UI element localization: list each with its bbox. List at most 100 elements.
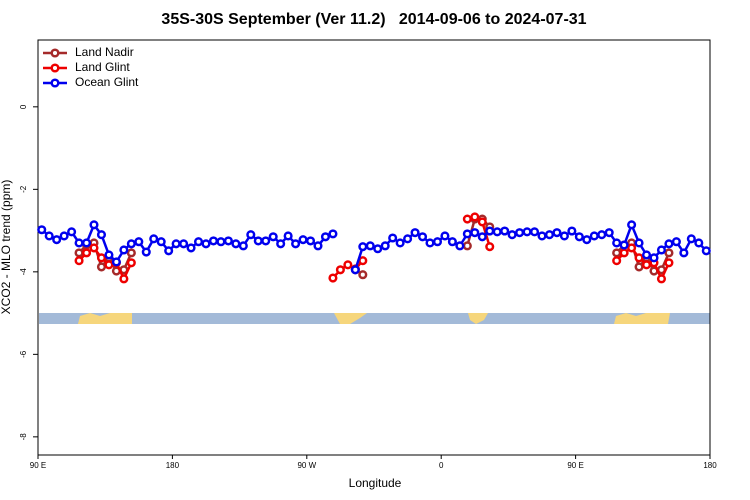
data-point bbox=[96, 230, 107, 240]
data-point bbox=[373, 244, 383, 254]
data-point bbox=[119, 274, 129, 284]
data-point bbox=[111, 257, 121, 267]
data-point bbox=[104, 250, 114, 260]
data-point bbox=[156, 237, 166, 247]
data-point bbox=[515, 228, 525, 238]
data-point bbox=[671, 237, 681, 247]
data-point bbox=[634, 253, 644, 263]
data-point bbox=[365, 241, 375, 251]
data-point bbox=[641, 260, 652, 270]
data-point bbox=[52, 235, 62, 245]
x-tick-label: 90 E bbox=[30, 461, 46, 470]
data-point bbox=[470, 212, 480, 222]
data-point bbox=[627, 220, 637, 230]
data-point bbox=[126, 239, 136, 249]
data-point bbox=[253, 236, 263, 246]
data-point bbox=[81, 248, 92, 258]
data-point bbox=[552, 228, 562, 238]
data-point bbox=[641, 250, 652, 260]
data-point bbox=[455, 241, 465, 251]
data-point bbox=[208, 236, 219, 246]
x-tick-label: 90 W bbox=[297, 461, 316, 470]
data-point bbox=[559, 231, 569, 241]
land-shape bbox=[614, 313, 670, 324]
data-point bbox=[574, 232, 584, 242]
data-point bbox=[283, 231, 293, 241]
data-point bbox=[417, 232, 428, 242]
data-point bbox=[238, 241, 248, 251]
data-point bbox=[612, 256, 622, 266]
data-point bbox=[59, 231, 69, 241]
legend-label: Land Nadir bbox=[75, 45, 134, 59]
legend-marker bbox=[50, 48, 60, 58]
data-point bbox=[74, 256, 84, 266]
x-tick-label: 180 bbox=[703, 461, 717, 470]
data-point bbox=[126, 248, 136, 258]
data-point bbox=[447, 237, 457, 247]
x-tick-label: 0 bbox=[439, 461, 444, 470]
data-point bbox=[313, 241, 323, 251]
data-point bbox=[186, 243, 196, 253]
y-axis-label: XCO2 - MLO trend (ppm) bbox=[0, 180, 13, 315]
chart-title: 35S-30S September (Ver 11.2) 2014-09-06 … bbox=[161, 11, 586, 28]
data-point bbox=[507, 230, 517, 240]
data-point bbox=[44, 231, 54, 241]
data-point bbox=[126, 258, 136, 268]
y-tick-label: -6 bbox=[19, 350, 28, 358]
land-strip bbox=[39, 313, 710, 324]
data-point bbox=[343, 260, 353, 270]
data-point bbox=[74, 248, 84, 258]
data-point bbox=[231, 239, 241, 249]
data-point bbox=[216, 237, 226, 247]
legend-marker bbox=[50, 63, 60, 73]
data-point bbox=[686, 234, 696, 244]
data-point bbox=[395, 238, 405, 248]
data-point bbox=[470, 228, 480, 238]
data-point bbox=[694, 238, 704, 248]
data-point bbox=[604, 228, 614, 238]
data-point bbox=[612, 238, 622, 248]
legend-label: Land Glint bbox=[75, 60, 130, 74]
land-shape bbox=[468, 313, 488, 324]
x-tick-label: 180 bbox=[166, 461, 180, 470]
legend-marker bbox=[50, 78, 60, 88]
land-shape bbox=[334, 313, 367, 324]
data-point bbox=[89, 220, 99, 230]
y-tick-label: -2 bbox=[19, 185, 28, 193]
data-point bbox=[358, 242, 368, 252]
data-point bbox=[649, 253, 659, 263]
data-point bbox=[305, 236, 316, 246]
data-point bbox=[529, 227, 540, 237]
data-point bbox=[664, 248, 674, 258]
data-point bbox=[485, 242, 495, 252]
plot-frame bbox=[37, 39, 711, 456]
data-point bbox=[67, 227, 77, 237]
data-point bbox=[664, 239, 674, 249]
data-point bbox=[462, 241, 472, 251]
data-point bbox=[149, 234, 159, 244]
data-point bbox=[403, 234, 413, 244]
data-point bbox=[96, 253, 107, 263]
data-point bbox=[164, 246, 174, 256]
data-point bbox=[320, 232, 331, 242]
data-point bbox=[701, 246, 711, 256]
data-point bbox=[328, 229, 338, 239]
data-point bbox=[96, 262, 107, 272]
data-point bbox=[664, 258, 674, 268]
y-tick-label: 0 bbox=[19, 104, 28, 109]
data-point bbox=[425, 238, 435, 248]
data-point bbox=[179, 239, 189, 249]
data-point bbox=[589, 231, 599, 241]
data-point bbox=[358, 270, 368, 280]
data-point bbox=[350, 265, 360, 275]
data-point bbox=[37, 225, 47, 235]
data-point bbox=[612, 248, 622, 258]
data-point bbox=[89, 243, 99, 253]
data-point bbox=[291, 239, 301, 249]
x-axis-label: Longitude bbox=[349, 476, 402, 490]
data-point bbox=[477, 232, 487, 242]
data-point bbox=[537, 231, 547, 241]
data-point bbox=[246, 230, 256, 240]
